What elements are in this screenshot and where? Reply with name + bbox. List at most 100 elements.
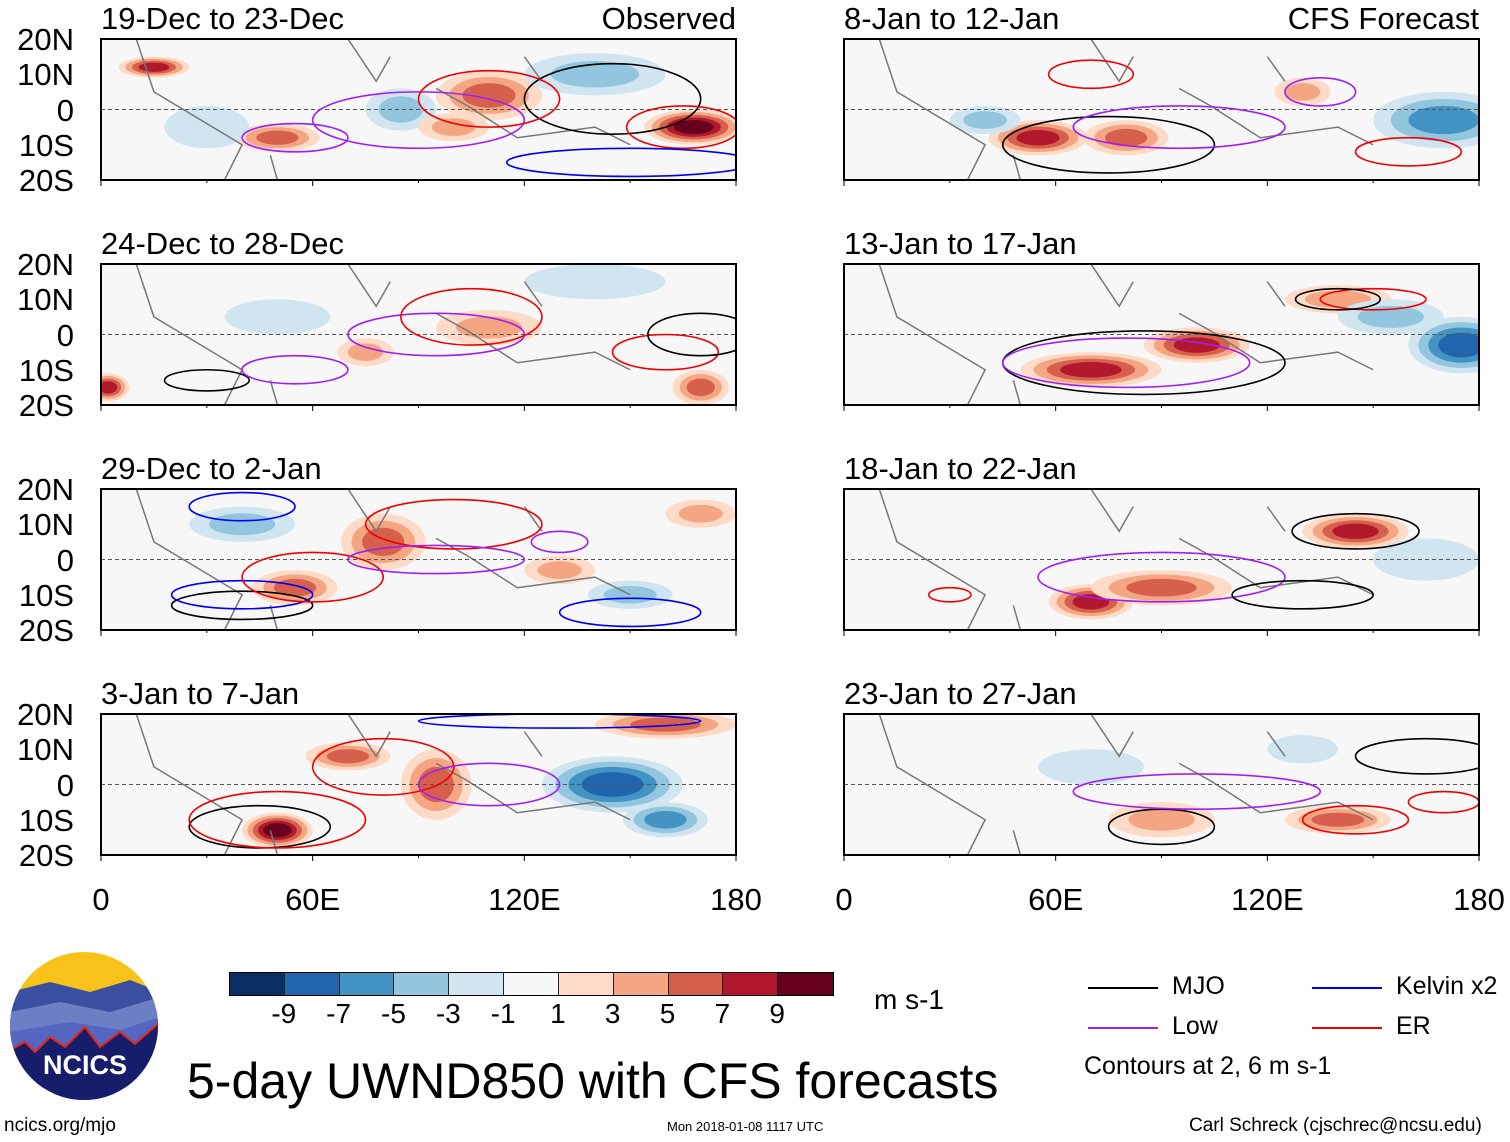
- y-tick-label: 20S: [18, 163, 74, 198]
- colorbar-label: 5: [659, 998, 676, 1029]
- wind-anomaly-shading: [644, 810, 687, 829]
- er-contour: [1047, 59, 1135, 90]
- panel-title: 18-Jan to 22-Jan: [844, 451, 1077, 486]
- map-panel: [843, 488, 1480, 636]
- y-tick-label: 0: [56, 92, 74, 128]
- wind-anomaly-shading: [1438, 332, 1479, 358]
- panel-title: 3-Jan to 7-Jan: [101, 676, 300, 711]
- coastline: [878, 264, 1374, 405]
- y-tick-label: 20S: [18, 613, 74, 648]
- er-contour: [1319, 287, 1427, 311]
- contour-note: Contours at 2, 6 m s-1: [1084, 1052, 1332, 1080]
- low-contour: [241, 122, 349, 153]
- wind-anomaly-shading: [101, 381, 118, 394]
- colorbar-swatch: [449, 973, 505, 995]
- wind-anomaly-shading: [537, 561, 582, 579]
- footer-timestamp: Mon 2018-01-08 1117 UTC: [667, 1119, 824, 1134]
- wind-anomaly-shading: [138, 62, 170, 72]
- mjo-contour: [1354, 737, 1479, 775]
- wind-anomaly-shading: [263, 823, 292, 838]
- y-tick-label: 20N: [17, 697, 74, 732]
- low-contour: [1037, 551, 1286, 603]
- colorbar-label: -7: [326, 998, 352, 1029]
- er-contour: [625, 105, 736, 150]
- wind-anomaly-shading: [678, 504, 723, 523]
- coastline: [135, 714, 631, 855]
- x-tick-label: 0: [92, 882, 110, 917]
- wind-anomaly-shading: [630, 717, 701, 732]
- colorbar-swatch: [284, 973, 340, 995]
- wind-anomaly-shading: [455, 316, 523, 339]
- wind-anomaly-shading: [256, 130, 299, 145]
- low-contour: [347, 544, 526, 575]
- mjo-contour: [647, 312, 736, 357]
- x-tick-label: 60E: [285, 882, 341, 917]
- colorbar-swatch: [394, 973, 450, 995]
- legend-label: Low: [1172, 1012, 1218, 1040]
- legend-line: [1312, 987, 1382, 989]
- legend-label: Kelvin x2: [1396, 972, 1498, 1000]
- chart-title: 5-day UWND850 with CFS forecasts: [187, 1053, 999, 1109]
- ncics-logo: NCICS: [10, 952, 158, 1100]
- x-tick-label: 120E: [488, 882, 561, 917]
- y-tick-label: 0: [56, 767, 74, 803]
- wind-anomaly-shading: [347, 343, 384, 361]
- x-tick-label: 0: [835, 882, 853, 917]
- colorbar-label: -9: [271, 998, 297, 1029]
- er-contour: [1301, 804, 1410, 835]
- mjo-contour: [523, 62, 702, 135]
- map-panel: [100, 488, 737, 636]
- low-contour: [1072, 105, 1286, 150]
- colorbar-label: -5: [381, 998, 406, 1029]
- wind-anomaly-shading: [1128, 808, 1195, 831]
- er-contour: [188, 790, 367, 849]
- logo-text: NCICS: [43, 1050, 127, 1080]
- legend-line: [1088, 1027, 1158, 1029]
- x-tick-label: 120E: [1231, 882, 1304, 917]
- panel-title: 19-Dec to 23-Dec: [101, 1, 344, 36]
- coastline: [135, 264, 631, 405]
- panel-title: 29-Dec to 2-Jan: [101, 451, 322, 486]
- er-contour: [364, 498, 543, 550]
- kelvin-contour: [558, 597, 702, 628]
- kelvin-contour: [417, 714, 702, 729]
- coastline: [878, 39, 1374, 180]
- low-contour: [311, 91, 526, 150]
- map-panel: [100, 713, 737, 861]
- low-contour: [1072, 773, 1322, 810]
- legend-label: ER: [1396, 1012, 1431, 1040]
- map-panel: [100, 263, 737, 411]
- colorbar-label: 7: [714, 998, 731, 1029]
- footer-url: ncics.org/mjo: [4, 1115, 116, 1136]
- colorbar: [229, 972, 834, 996]
- panel-title: 23-Jan to 27-Jan: [844, 676, 1077, 711]
- wind-anomaly-shading: [1060, 362, 1122, 378]
- low-contour: [417, 762, 561, 807]
- map-panel: [843, 38, 1480, 186]
- mjo-contour: [1294, 287, 1382, 311]
- er-contour: [1407, 790, 1479, 814]
- y-tick-label: 10N: [17, 732, 74, 768]
- y-tick-label: 20N: [17, 22, 74, 57]
- mjo-contour: [1001, 115, 1216, 174]
- colorbar-swatch: [723, 973, 779, 995]
- x-tick-label: 180: [710, 882, 762, 917]
- wind-anomaly-shading: [326, 749, 370, 764]
- y-tick-label: 10N: [17, 282, 74, 318]
- er-contour: [241, 551, 385, 603]
- wind-anomaly-shading: [164, 105, 250, 149]
- colorbar-swatch: [339, 973, 395, 995]
- panel-title: 24-Dec to 28-Dec: [101, 226, 344, 261]
- mjo-contour: [170, 590, 314, 621]
- legend-line: [1312, 1027, 1382, 1029]
- wind-anomaly-shading: [224, 299, 331, 335]
- low-contour: [1001, 337, 1251, 389]
- panel-tag: CFS Forecast: [1287, 1, 1479, 36]
- footer-author: Carl Schreck (cjschrec@ncsu.edu): [1189, 1115, 1482, 1136]
- wind-anomaly-shading: [1357, 305, 1424, 328]
- colorbar-label: -3: [435, 998, 461, 1029]
- wind-anomaly-shading: [1016, 129, 1060, 146]
- colorbar-label: -1: [490, 998, 516, 1029]
- wind-anomaly-shading: [1332, 523, 1379, 540]
